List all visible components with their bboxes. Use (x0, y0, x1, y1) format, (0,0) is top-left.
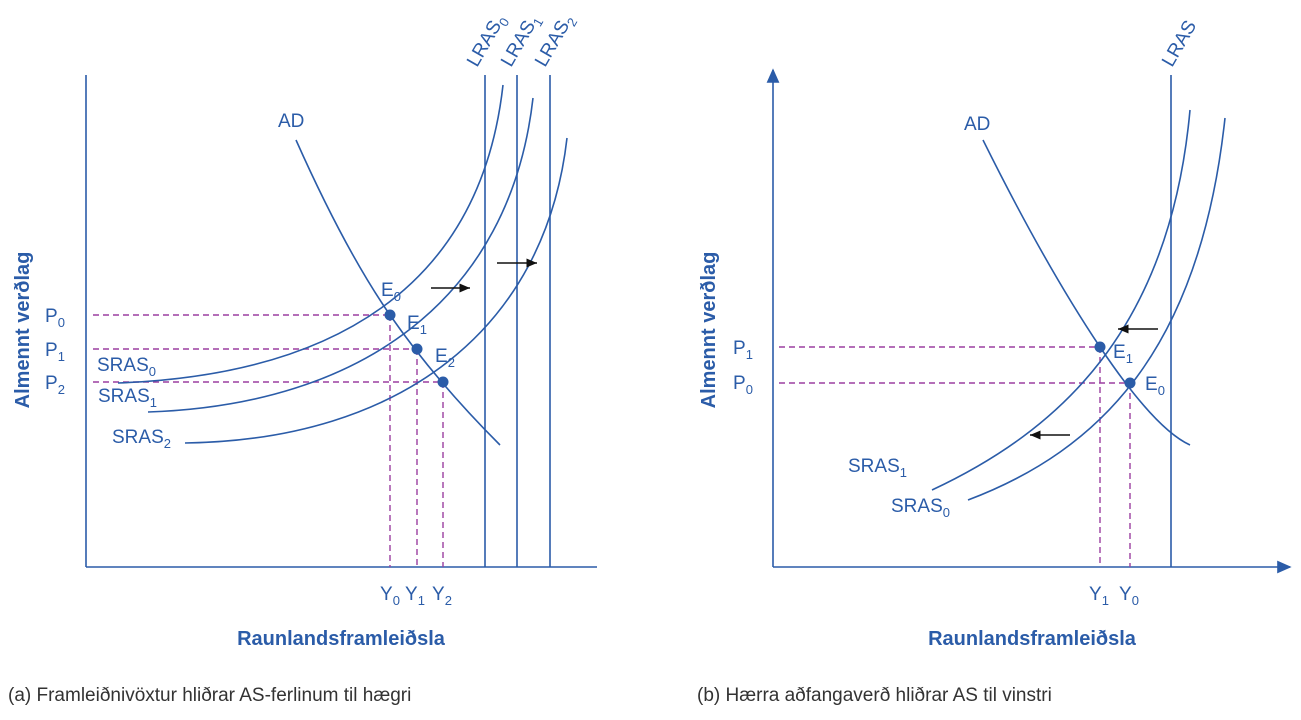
equilibrium-label: E0 (381, 280, 401, 304)
label-text: E (407, 313, 420, 334)
caption: (b) Hærra aðfangaverð hliðrar AS til vin… (697, 685, 1052, 706)
sras-curve (147, 97, 534, 413)
sras-label: SRAS0 (891, 496, 950, 520)
label-sub: 1 (418, 593, 425, 608)
label-sub: 1 (150, 395, 157, 410)
equilibrium-label: E1 (1113, 342, 1133, 366)
label-text: E (1145, 374, 1158, 395)
label-sub: 1 (900, 465, 907, 480)
sras-curve (967, 117, 1226, 501)
label-sub: 1 (1126, 351, 1133, 366)
panel-a: AD LRAS0 LRAS1 LRAS2 SRAS0 SRAS1 SRAS2 E… (8, 15, 597, 706)
sras-label: SRAS2 (112, 427, 171, 451)
label-sub: 0 (746, 382, 753, 397)
label-text: E (435, 346, 448, 367)
sras-curve (117, 84, 504, 384)
label-sub: 1 (420, 322, 427, 337)
caption: (a) Framleiðnivöxtur hliðrar AS-ferlinum… (8, 685, 411, 706)
sras-label: SRAS0 (97, 355, 156, 379)
output-label: Y0 (380, 584, 400, 608)
label-sub: 2 (164, 436, 171, 451)
label-sub: 1 (1102, 593, 1109, 608)
label-sub: 1 (746, 347, 753, 362)
output-label: Y0 (1119, 584, 1139, 608)
label-sub: 0 (149, 364, 156, 379)
label-text: Y (1089, 584, 1102, 605)
label-sub: 2 (448, 355, 455, 370)
label-text: P (45, 373, 58, 394)
price-label: P2 (45, 373, 65, 397)
label-sub: 0 (1158, 383, 1165, 398)
label-text: P (45, 306, 58, 327)
sras-label: SRAS1 (848, 456, 907, 480)
y-axis-label: Almennt verðlag (12, 252, 34, 409)
label-text: Y (380, 584, 393, 605)
equilibrium-label: E2 (435, 346, 455, 370)
label-text: SRAS (98, 386, 150, 407)
label-sub: 0 (393, 593, 400, 608)
label-text: Y (405, 584, 418, 605)
label-text: P (733, 373, 746, 394)
label-text: E (1113, 342, 1126, 363)
price-label: P1 (45, 340, 65, 364)
price-label: P1 (733, 338, 753, 362)
lras-label: LRAS (1158, 17, 1201, 70)
output-label: Y1 (1089, 584, 1109, 608)
label-text: P (45, 340, 58, 361)
label-text: SRAS (848, 456, 900, 477)
output-label: Y1 (405, 584, 425, 608)
x-axis-label: Raunlandsframleiðsla (928, 628, 1137, 650)
label-text: SRAS (891, 496, 943, 517)
label-sub: 0 (1132, 593, 1139, 608)
label-text: SRAS (97, 355, 149, 376)
equilibrium-dot (1094, 341, 1106, 353)
sras-curve (184, 137, 568, 444)
label-text: Y (1119, 584, 1132, 605)
price-label: P0 (733, 373, 753, 397)
sras-curve (931, 109, 1191, 491)
price-label: P0 (45, 306, 65, 330)
x-axis-label: Raunlandsframleiðsla (237, 628, 446, 650)
label-sub: 0 (943, 505, 950, 520)
equilibrium-dot (384, 309, 396, 321)
label-sub: 1 (58, 349, 65, 364)
ad-label: AD (964, 114, 990, 135)
label-sub: 2 (445, 593, 452, 608)
label-sub: 0 (58, 315, 65, 330)
label-text: P (733, 338, 746, 359)
ad-curve (982, 139, 1191, 446)
label-text: E (381, 280, 394, 301)
equilibrium-dot (411, 343, 423, 355)
y-axis-label: Almennt verðlag (698, 252, 720, 409)
equilibrium-label: E0 (1145, 374, 1165, 398)
equilibrium-dot (1124, 377, 1136, 389)
equilibrium-label: E1 (407, 313, 427, 337)
sras-label: SRAS1 (98, 386, 157, 410)
label-sub: 0 (394, 289, 401, 304)
output-label: Y2 (432, 584, 452, 608)
label-text: SRAS (112, 427, 164, 448)
panel-b: AD LRAS SRAS1 SRAS0 E1 E0 P1 P0 Y1 Y0 Al… (697, 17, 1292, 706)
ad-label: AD (278, 111, 304, 132)
label-text: Y (432, 584, 445, 605)
label-sub: 2 (58, 382, 65, 397)
equilibrium-dot (437, 376, 449, 388)
